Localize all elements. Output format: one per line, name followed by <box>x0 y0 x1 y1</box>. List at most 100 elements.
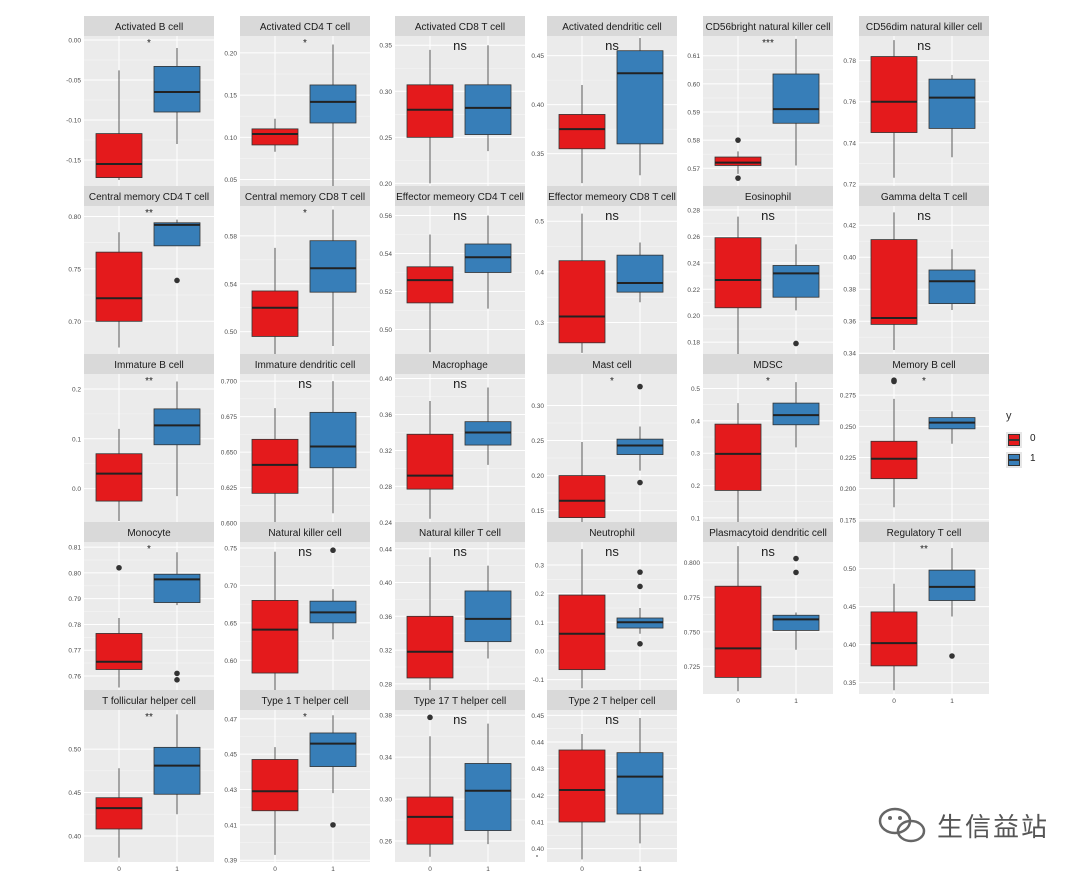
significance-label: * <box>303 38 307 49</box>
x-tick-label: 1 <box>950 698 954 705</box>
box <box>95 797 143 830</box>
y-tick-label: 0.15 <box>224 93 237 100</box>
wechat-icon <box>878 807 926 843</box>
y-tick-label: 0.22 <box>687 287 700 294</box>
box <box>464 84 512 135</box>
facet-panel: Effector memeory CD4 T cell 0.56 0.54 0.52 0… <box>379 186 525 369</box>
box <box>153 408 201 446</box>
outlier-point <box>427 714 433 721</box>
y-tick-label: 0.38 <box>843 287 856 294</box>
y-tick-label: 0.50 <box>843 566 856 573</box>
y-tick-label: 0.28 <box>379 484 392 491</box>
y-tick-label: 0.1 <box>535 620 544 627</box>
box <box>714 237 762 309</box>
facet-strip <box>859 354 989 374</box>
y-tick-label: 0.50 <box>224 329 237 336</box>
x-tick-label: 0 <box>892 698 896 705</box>
facet-title: Type 17 T helper cell <box>414 696 506 707</box>
significance-label: ns <box>605 544 619 559</box>
y-tick-label: 0.80 <box>68 570 81 577</box>
y-tick-label: 0.76 <box>68 673 81 680</box>
legend-label-0: 0 <box>1030 433 1036 444</box>
box-group-0 <box>406 234 454 353</box>
y-tick-label: 0.800 <box>684 560 701 567</box>
y-tick-label: 0.1 <box>691 515 700 522</box>
y-tick-label: 0.47 <box>224 716 237 723</box>
y-tick-label: 0.76 <box>843 99 856 106</box>
significance-label: ns <box>453 712 467 727</box>
box <box>251 128 299 146</box>
significance-label: ns <box>761 208 775 223</box>
y-tick-label: 0.80 <box>68 214 81 221</box>
y-tick-label: 0.60 <box>224 658 237 665</box>
y-tick-label: 0.675 <box>221 414 238 421</box>
box-group-0 <box>558 213 606 353</box>
box-group-1 <box>309 547 357 640</box>
box <box>95 633 143 670</box>
y-tick-label: 0.70 <box>224 583 237 590</box>
box-group-0 <box>870 583 918 691</box>
box-group-0 <box>870 40 918 178</box>
significance-label: ns <box>298 376 312 391</box>
y-tick-label: 0.45 <box>843 604 856 611</box>
box <box>558 114 606 150</box>
facet-panel: CD56dim natural killer cell 0.78 0.76 0.74 0… <box>843 16 989 199</box>
legend-swatch-median-0 <box>1008 439 1020 441</box>
y-tick-label: 0.59 <box>687 110 700 117</box>
outlier-point <box>793 340 799 347</box>
y-tick-label: 0.79 <box>68 596 81 603</box>
box-group-0 <box>558 441 606 525</box>
facet-strip <box>703 354 833 374</box>
facet-strip <box>395 354 525 374</box>
significance-label: ns <box>453 38 467 53</box>
y-tick-label: 0.70 <box>68 319 81 326</box>
y-tick-label: 0.40 <box>531 846 544 853</box>
outlier-point <box>891 378 897 385</box>
facet-title: CD56bright natural killer cell <box>705 22 830 33</box>
y-tick-label: 0.38 <box>379 713 392 720</box>
facet-panel: Type 17 T helper cell 0.38 0.34 0.30 0.26 0 1 n… <box>379 690 525 871</box>
y-tick-label: 0.32 <box>379 448 392 455</box>
outlier-point <box>793 555 799 562</box>
box-group-0 <box>870 377 918 508</box>
y-tick-label: 0.45 <box>68 790 81 797</box>
box-group-0 <box>251 408 299 524</box>
facet-strip <box>703 522 833 542</box>
y-tick-label: 0.4 <box>535 269 544 276</box>
y-tick-label: 0.24 <box>379 520 392 527</box>
y-tick-label: 0.10 <box>224 135 237 142</box>
significance-label: ns <box>761 544 775 559</box>
y-tick-label: 0.36 <box>843 319 856 326</box>
facet-panel: Immature dendritic cell 0.700 0.675 0.650 0.… <box>221 354 370 537</box>
box <box>870 239 918 325</box>
y-tick-label: 0.74 <box>843 140 856 147</box>
significance-label: ns <box>917 38 931 53</box>
box-group-1 <box>616 718 664 844</box>
box <box>616 50 664 145</box>
y-tick-label: 0.30 <box>379 797 392 804</box>
box-group-0 <box>406 400 454 519</box>
y-tick-label: 0.43 <box>531 766 544 773</box>
y-tick-label: 0.56 <box>379 213 392 220</box>
significance-label: *** <box>762 38 774 49</box>
box-group-1 <box>772 555 820 650</box>
y-tick-label: 0.00 <box>68 38 81 45</box>
box-group-1 <box>153 381 201 497</box>
significance-label: ** <box>145 376 153 387</box>
box-group-1 <box>464 45 512 152</box>
box-group-0 <box>558 85 606 184</box>
significance-label: ns <box>453 544 467 559</box>
y-tick-label: 0.58 <box>224 233 237 240</box>
y-tick-label: 0.45 <box>224 752 237 759</box>
box <box>309 84 357 124</box>
y-tick-label: 0.39 <box>224 858 237 865</box>
x-tick-label: 1 <box>331 866 335 871</box>
box-group-1 <box>309 381 357 514</box>
facet-strip <box>859 522 989 542</box>
box-group-1 <box>309 44 357 188</box>
